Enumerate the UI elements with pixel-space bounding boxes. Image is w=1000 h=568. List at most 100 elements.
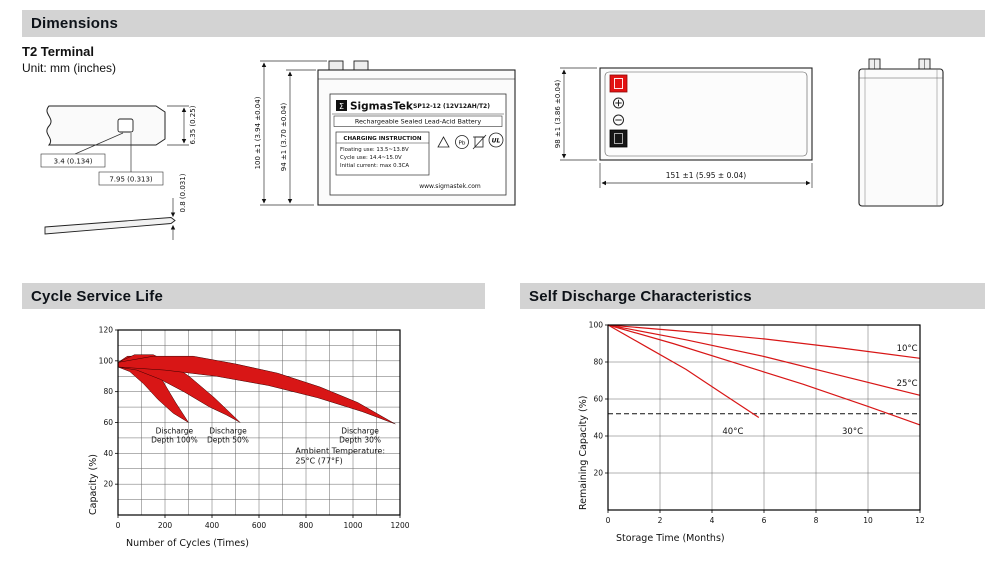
top-dim-length-text: 151 ±1 (5.95 ± 0.04) bbox=[666, 171, 747, 180]
band-label: Depth 30% bbox=[339, 435, 381, 444]
charging-line-1: Floating use: 13.5~13.8V bbox=[340, 147, 409, 153]
band-label: Depth 100% bbox=[151, 435, 198, 444]
battery-type-text: Rechargeable Sealed Lead-Acid Battery bbox=[355, 118, 482, 126]
x-tick-label: 200 bbox=[158, 521, 173, 530]
brand-name: SigmasTek bbox=[350, 101, 414, 113]
series-line bbox=[607, 324, 921, 396]
x-tick-label: 600 bbox=[252, 521, 267, 530]
charging-line-2: Cycle use: 14.4~15.0V bbox=[340, 155, 402, 161]
x-tick-label: 0 bbox=[116, 521, 121, 530]
trash-icon bbox=[472, 134, 487, 150]
y-tick-label: 100 bbox=[589, 321, 604, 330]
hole-dim-box bbox=[40, 153, 106, 168]
label-certification-icons bbox=[437, 132, 504, 150]
terminal-hole bbox=[117, 118, 134, 133]
series-label: 30°C bbox=[842, 427, 863, 437]
recycle-icon bbox=[437, 136, 450, 148]
top-dim-height-text: 98 ±1 (3.86 ±0.04) bbox=[554, 80, 562, 149]
cycle-section-bar: Cycle Service Life bbox=[22, 283, 485, 309]
ul-icon bbox=[488, 132, 504, 148]
chart-annotation: 25°C (77°F) bbox=[295, 456, 342, 465]
top-case-seam bbox=[604, 71, 808, 157]
width-dim-text: 7.95 (0.313) bbox=[109, 176, 153, 184]
front-terminal-tabs bbox=[328, 60, 369, 71]
pb-icon bbox=[455, 135, 469, 149]
cycle-section-title: Cycle Service Life bbox=[31, 287, 164, 305]
series-label: 25°C bbox=[897, 379, 918, 389]
dimensions-section-title: Dimensions bbox=[31, 15, 119, 32]
series-line bbox=[607, 324, 921, 426]
front-dim-outer-text: 100 ±1 (3.94 ±0.04) bbox=[254, 96, 262, 169]
brand-logo-icon bbox=[336, 100, 347, 111]
width-dim-box bbox=[98, 171, 164, 186]
series-label: 40°C bbox=[722, 427, 743, 437]
band-label: Discharge bbox=[341, 426, 379, 435]
band-label: Depth 50% bbox=[207, 435, 249, 444]
band-label: Discharge bbox=[156, 426, 194, 435]
battery-side-view bbox=[858, 58, 944, 207]
top-case-outline bbox=[599, 67, 813, 161]
x-tick-label: 1200 bbox=[390, 521, 409, 530]
y-tick-label: 40 bbox=[593, 432, 603, 441]
front-height-dimension-outer bbox=[260, 60, 327, 206]
x-tick-label: 8 bbox=[814, 516, 819, 525]
hole-dim-text: 3.4 (0.134) bbox=[54, 158, 93, 166]
y-tick-label: 40 bbox=[103, 449, 113, 458]
front-dim-inner-text: 94 ±1 (3.70 ±0.04) bbox=[280, 103, 288, 172]
y-tick-label: 80 bbox=[103, 387, 113, 396]
terminal-height-dim-text: 6.35 (0.25) bbox=[189, 105, 197, 144]
x-tick-label: 6 bbox=[762, 516, 767, 525]
top-length-dimension bbox=[599, 163, 813, 188]
y-tick-label: 100 bbox=[99, 356, 114, 365]
self-discharge-chart: 10°C 25°C 30°C 40°C 0 2 4 6 8 10 12 20 40 60 80 100 Stor… bbox=[578, 321, 925, 545]
charging-instruction-box: CHARGING INSTRUCTION Floating use: 13.5~… bbox=[335, 131, 430, 176]
y-tick-label: 20 bbox=[103, 480, 113, 489]
model-number: SP12-12 (12V12AH/T2) bbox=[413, 103, 490, 110]
positive-terminal bbox=[609, 74, 628, 93]
y-axis-label: Capacity (%) bbox=[88, 454, 99, 515]
thickness-dim-text: 0.8 (0.031) bbox=[179, 173, 187, 212]
x-tick-label: 12 bbox=[915, 516, 925, 525]
band-label: Discharge bbox=[209, 426, 247, 435]
x-tick-label: 400 bbox=[205, 521, 220, 530]
x-tick-label: 10 bbox=[863, 516, 873, 525]
y-tick-label: 120 bbox=[99, 326, 114, 335]
type-strip bbox=[333, 115, 503, 127]
ul-text: UL bbox=[492, 138, 501, 145]
y-tick-label: 20 bbox=[593, 469, 603, 478]
x-tick-label: 1000 bbox=[343, 521, 362, 530]
chart-annotation: Ambient Temperature: bbox=[295, 446, 385, 455]
side-terminal-tabs bbox=[868, 58, 931, 70]
dimensions-section-bar: Dimensions bbox=[22, 10, 985, 37]
unit-note: Unit: mm (inches) bbox=[22, 61, 117, 75]
charging-line-3: Initial current: max 0.3CA bbox=[340, 163, 409, 169]
charging-title: CHARGING INSTRUCTION bbox=[343, 136, 422, 142]
x-tick-label: 2 bbox=[658, 516, 663, 525]
negative-symbol-icon bbox=[613, 114, 624, 126]
negative-terminal bbox=[609, 129, 628, 148]
discharge-band bbox=[117, 355, 396, 425]
y-tick-label: 60 bbox=[593, 395, 603, 404]
x-axis-label: Number of Cycles (Times) bbox=[126, 538, 249, 549]
x-tick-label: 4 bbox=[710, 516, 715, 525]
terminal-hole-leaders bbox=[74, 132, 132, 172]
series-label: 10°C bbox=[897, 344, 918, 354]
self-discharge-section-title: Self Discharge Characteristics bbox=[529, 287, 752, 305]
top-height-dimension bbox=[560, 67, 597, 161]
series-line bbox=[607, 324, 760, 419]
side-case bbox=[858, 68, 944, 207]
battery-top-view: 98 ±1 (3.86 ±0.04) 151 ±1 (5.95 ± 0.04) bbox=[554, 67, 813, 188]
pb-text: Pb bbox=[459, 140, 466, 146]
cycle-service-life-chart: 0 200 400 600 800 1000 1200 20 40 60 80 100 120 Disch… bbox=[88, 326, 410, 550]
terminal-side-view bbox=[44, 217, 176, 235]
x-tick-label: 800 bbox=[299, 521, 314, 530]
battery-front-view: Σ SigmasTek SP12-12 (12V12AH/T2) Recharg… bbox=[254, 60, 516, 206]
y-tick-label: 80 bbox=[593, 358, 603, 367]
x-axis-label: Storage Time (Months) bbox=[616, 533, 725, 544]
series-line bbox=[607, 324, 921, 359]
terminal-front-view bbox=[46, 105, 166, 146]
front-height-dimension-inner bbox=[286, 69, 316, 204]
positive-symbol-icon bbox=[613, 97, 624, 109]
t2-terminal-heading: T2 Terminal bbox=[22, 44, 95, 59]
